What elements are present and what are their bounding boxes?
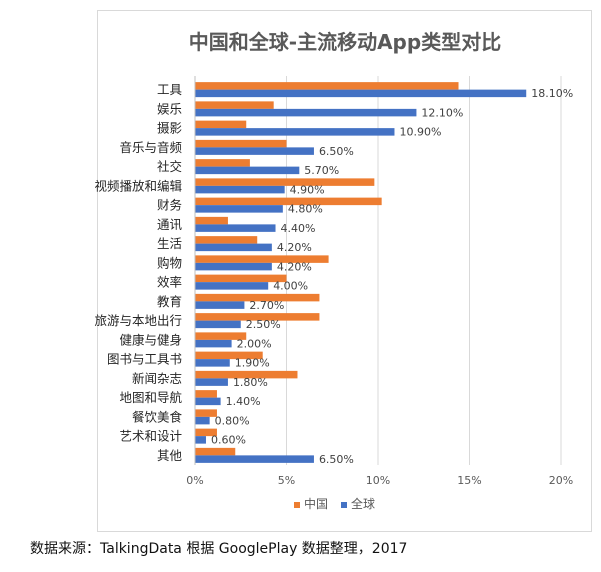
data-label-global: 4.90% (290, 183, 325, 196)
bar-china (195, 293, 320, 302)
bar-chart: 中国和全球-主流移动App类型对比 0% 5% 10% 15% 20% 工具 18.10% 娱乐… (94, 30, 573, 511)
bar-global (195, 262, 272, 271)
legend-swatch-china (294, 502, 300, 508)
bar-global (195, 416, 210, 425)
data-label-global: 4.20% (277, 241, 312, 254)
legend-swatch-global (341, 502, 347, 508)
data-label-global: 1.40% (226, 395, 261, 408)
category-label: 视频播放和编辑 (94, 178, 182, 193)
legend-label-china: 中国 (304, 496, 328, 511)
category-label: 餐饮美食 (132, 409, 183, 424)
category-label: 效率 (157, 275, 182, 290)
bar-china (195, 178, 375, 186)
data-label-global: 6.50% (319, 145, 354, 158)
bar-global (195, 89, 527, 98)
bar-china (195, 274, 287, 283)
category-label: 生活 (157, 236, 182, 251)
x-tick-label: 5% (278, 474, 295, 487)
category-label: 图书与工具书 (107, 352, 182, 367)
bar-china (195, 370, 298, 379)
category-label: 其他 (157, 448, 183, 463)
bar-china (195, 82, 459, 90)
bar-global (195, 224, 276, 232)
data-label-global: 6.50% (319, 453, 354, 466)
chart-title: 中国和全球-主流移动App类型对比 (189, 30, 501, 54)
data-label-global: 4.20% (277, 260, 312, 273)
bar-global (195, 397, 221, 406)
source-note: 数据来源：TalkingData 根据 GooglePlay 数据整理，2017 (30, 541, 408, 557)
bar-china (195, 447, 236, 456)
bar-global (195, 128, 395, 136)
bar-global (195, 301, 245, 309)
category-label: 艺术和设计 (119, 429, 182, 444)
bar-global (195, 108, 417, 117)
data-label-global: 2.50% (246, 318, 281, 331)
bar-china (195, 428, 217, 437)
data-label-global: 0.60% (211, 434, 246, 447)
category-label: 教育 (157, 294, 182, 309)
bar-china (195, 313, 320, 321)
category-label: 工具 (157, 82, 183, 97)
bar-global (195, 320, 241, 329)
legend-label-global: 全球 (351, 496, 375, 511)
data-label-global: 4.80% (288, 203, 323, 216)
category-label: 摄影 (157, 121, 183, 136)
bar-china (195, 101, 274, 109)
bar-china (195, 216, 228, 225)
bar-global (195, 378, 228, 386)
data-label-global: 1.80% (233, 376, 268, 389)
bar-global (195, 282, 269, 290)
data-label-global: 1.90% (235, 357, 270, 370)
bar-global (195, 436, 206, 444)
data-label-global: 0.80% (215, 414, 250, 427)
category-label: 音乐与音频 (119, 140, 182, 155)
category-label: 社交 (157, 159, 182, 174)
x-tick-label: 15% (457, 474, 481, 487)
category-label: 健康与健身 (119, 332, 182, 347)
category-label: 旅游与本地出行 (94, 313, 182, 328)
data-label-global: 4.00% (273, 280, 308, 293)
bar-china (195, 236, 258, 244)
bar-global (195, 339, 232, 348)
bar-china (195, 197, 382, 206)
category-label: 通讯 (157, 217, 183, 232)
category-label: 购物 (157, 255, 182, 270)
category-label: 娱乐 (157, 101, 182, 116)
bar-china (195, 255, 329, 263)
x-tick-label: 20% (549, 474, 573, 487)
data-label-global: 18.10% (531, 87, 573, 100)
bar-global (195, 185, 285, 194)
bar-china (195, 409, 217, 417)
data-label-global: 2.00% (237, 337, 272, 350)
x-tick-label: 0% (186, 474, 203, 487)
data-label-global: 12.10% (421, 106, 463, 119)
data-label-global: 4.40% (281, 222, 316, 235)
data-label-global: 2.70% (249, 299, 284, 312)
bar-china (195, 139, 287, 148)
bar-china (195, 159, 250, 167)
bar-china (195, 390, 217, 398)
bar-global (195, 205, 283, 213)
category-label: 新闻杂志 (132, 371, 182, 386)
bar-china (195, 351, 263, 360)
bar-china (195, 120, 247, 129)
x-tick-label: 10% (366, 474, 390, 487)
bar-china (195, 332, 247, 340)
bar-global (195, 243, 272, 252)
bar-global (195, 359, 230, 367)
data-label-global: 10.90% (399, 126, 441, 139)
category-label: 财务 (157, 198, 182, 213)
bar-global (195, 455, 314, 463)
bar-global (195, 147, 314, 155)
category-label: 地图和导航 (119, 390, 182, 405)
data-label-global: 5.70% (304, 164, 339, 177)
bar-global (195, 166, 300, 175)
